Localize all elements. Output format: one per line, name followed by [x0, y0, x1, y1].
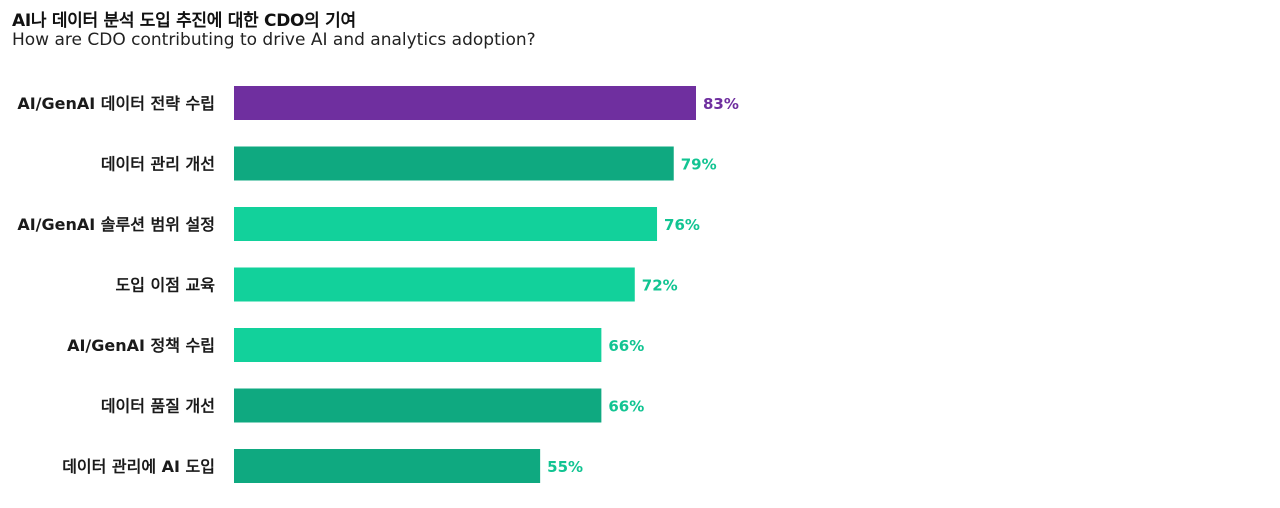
- category-label-4: AI/GenAI 정책 수립: [67, 336, 215, 355]
- bar-0: [234, 86, 696, 120]
- value-label-5: 66%: [608, 398, 644, 416]
- chart-title: AI나 데이터 분석 도입 추진에 대한 CDO의 기여: [12, 11, 356, 31]
- bar-1: [234, 146, 674, 181]
- value-label-3: 72%: [642, 277, 678, 295]
- bar-3: [234, 267, 635, 302]
- category-label-1: 데이터 관리 개선: [101, 155, 215, 174]
- category-label-5: 데이터 품질 개선: [101, 397, 215, 416]
- bar-6: [234, 449, 541, 483]
- value-label-6: 55%: [547, 458, 583, 476]
- value-label-1: 79%: [681, 156, 717, 174]
- category-label-6: 데이터 관리에 AI 도입: [62, 457, 215, 476]
- value-label-4: 66%: [608, 337, 644, 355]
- chart-subtitle: How are CDO contributing to drive AI and…: [12, 30, 536, 50]
- category-label-3: 도입 이점 교육: [116, 276, 216, 295]
- bar-4: [234, 328, 602, 362]
- bar-2: [234, 207, 658, 241]
- category-label-0: AI/GenAI 데이터 전략 수립: [17, 94, 215, 113]
- bar-5: [234, 388, 602, 423]
- value-label-2: 76%: [664, 216, 700, 234]
- value-label-0: 83%: [703, 95, 739, 113]
- category-label-2: AI/GenAI 솔루션 범위 설정: [17, 215, 215, 234]
